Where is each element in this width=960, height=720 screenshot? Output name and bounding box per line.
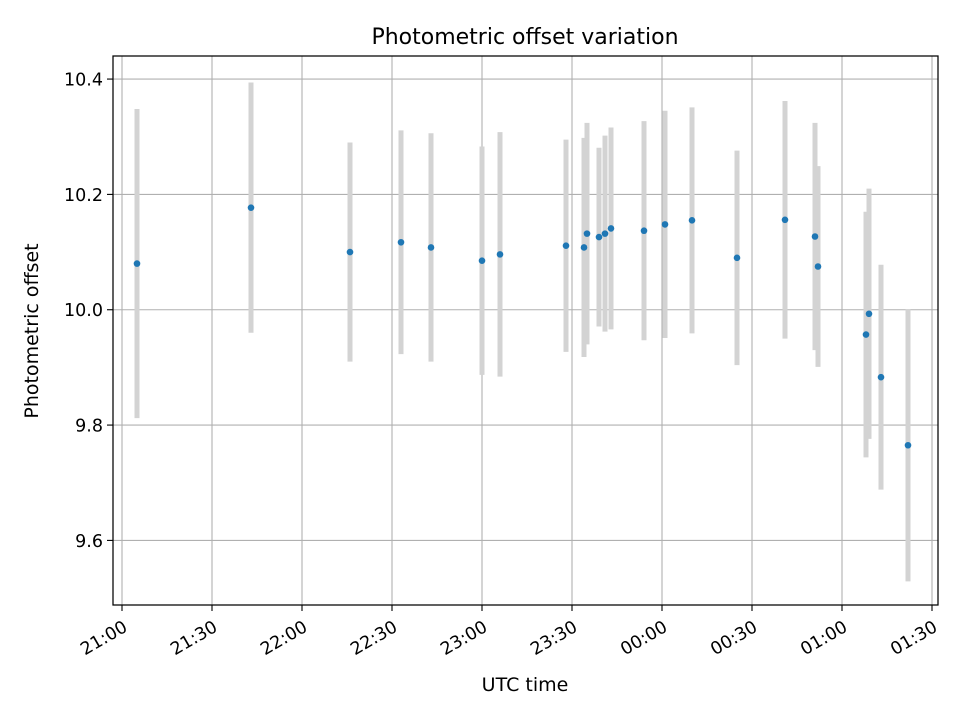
data-point <box>427 244 435 251</box>
data-point <box>781 216 789 224</box>
data-point <box>811 233 819 240</box>
data-point <box>661 221 669 228</box>
y-axis-label: Photometric offset <box>21 243 43 418</box>
y-axis-ticks: 9.6 9.8 10.0 10.2 10.4 <box>64 71 113 552</box>
data-point <box>688 217 696 224</box>
data-point <box>601 230 609 237</box>
y-tick-label: 10.2 <box>64 186 103 206</box>
data-points <box>133 204 912 449</box>
data-point <box>346 248 354 256</box>
data-point <box>904 441 912 449</box>
y-tick-label: 9.8 <box>75 417 103 437</box>
data-point <box>133 260 141 267</box>
data-point <box>865 310 873 318</box>
data-point <box>814 263 822 270</box>
data-point <box>607 225 615 232</box>
plot-frame <box>112 55 939 606</box>
data-point <box>580 244 588 251</box>
data-point <box>397 238 405 246</box>
y-tick-label: 9.6 <box>75 532 103 552</box>
data-point <box>583 230 591 237</box>
chart-title: Photometric offset variation <box>371 25 678 50</box>
data-point <box>478 257 486 265</box>
data-point <box>877 373 885 381</box>
data-point <box>733 254 741 262</box>
data-point <box>247 204 255 211</box>
data-point <box>595 233 603 241</box>
data-point <box>862 331 870 338</box>
data-point <box>640 227 648 235</box>
y-tick-label: 10.0 <box>64 301 103 321</box>
data-point <box>496 251 504 258</box>
y-tick-label: 10.4 <box>64 71 103 91</box>
data-point <box>562 242 570 250</box>
grid-lines <box>113 56 938 605</box>
x-axis-label: UTC time <box>482 674 569 696</box>
